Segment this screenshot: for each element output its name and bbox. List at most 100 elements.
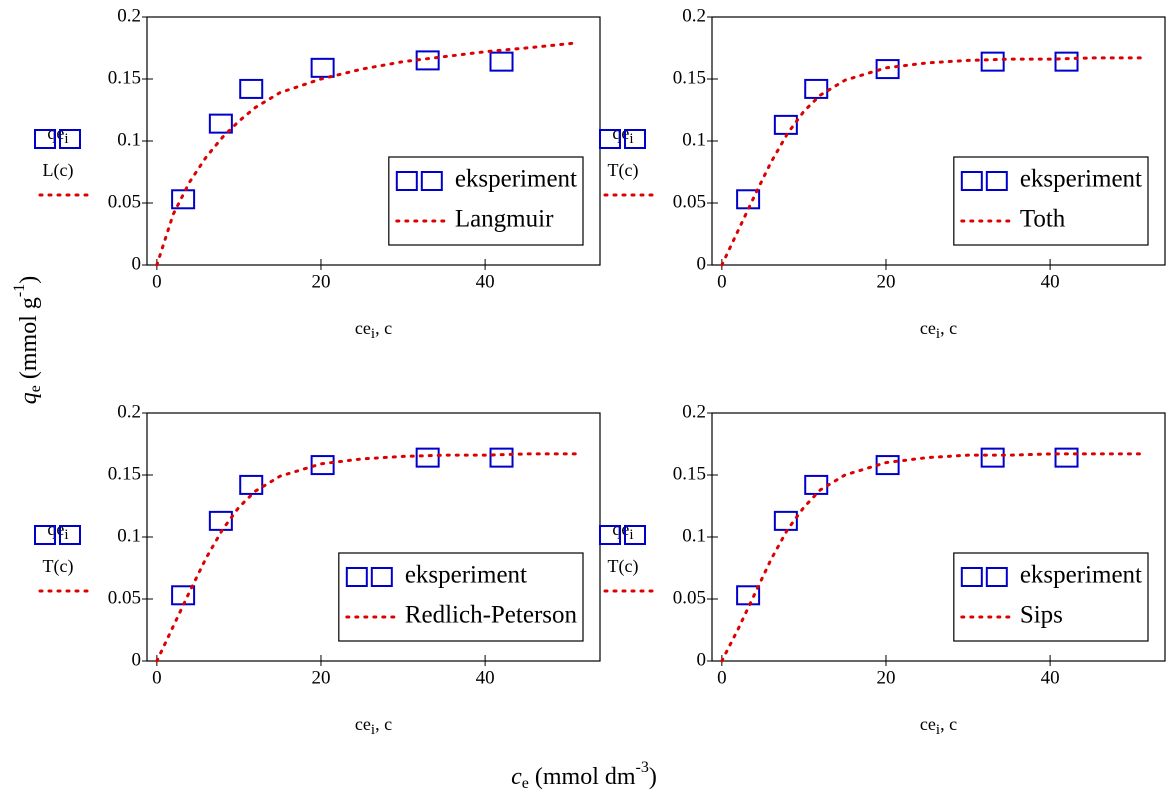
y-tick-label: 0.05 (673, 587, 706, 608)
label-marker (34, 525, 56, 545)
label-sub: i (629, 131, 633, 147)
data-point (171, 189, 196, 210)
x-tick-label: 0 (152, 667, 162, 688)
x-tick-label: 20 (876, 271, 895, 292)
x-axis-label: cei, c (355, 318, 392, 342)
subscript: e (522, 775, 529, 792)
y-tick-label: 0.2 (117, 401, 141, 422)
label-marker (59, 525, 81, 545)
data-point (208, 510, 233, 531)
x-tick-label: 0 (717, 667, 727, 688)
y-tick-label: 0.1 (117, 129, 141, 150)
data-point (489, 447, 514, 468)
label-sub: i (936, 722, 940, 738)
label-main: ce (920, 318, 936, 338)
data-point (489, 51, 514, 72)
data-point (773, 114, 798, 135)
y-tick-label: 0.15 (108, 67, 141, 88)
y-axis-label: qei (612, 123, 633, 147)
label-sub: i (371, 722, 375, 738)
label-main: ce (355, 318, 371, 338)
x-axis-title: ce (mmol dm-3) (511, 759, 657, 792)
x-axis-label: cei, c (920, 714, 957, 738)
y-axis-label: T(c) (43, 556, 74, 577)
fit-curve (155, 452, 577, 663)
x-tick-label: 0 (152, 271, 162, 292)
x-tick-label: 40 (1041, 271, 1060, 292)
y-tick-label: 0 (697, 253, 707, 274)
fit-curve (720, 56, 1142, 267)
legend: eksperiment Sips (953, 552, 1149, 642)
x-tick-label: 0 (717, 271, 727, 292)
legend-label: eksperiment (1020, 562, 1142, 589)
legend-marker (395, 171, 418, 191)
y-tick-label: 0.05 (108, 191, 141, 212)
superscript: -3 (636, 759, 649, 776)
legend: eksperiment Langmuir (388, 156, 584, 246)
legend-label: eksperiment (405, 562, 527, 589)
legend-marker (345, 567, 368, 587)
label-marker (599, 525, 621, 545)
legend-marker (370, 567, 393, 587)
close: ) (16, 276, 42, 284)
subscript: e (27, 385, 44, 392)
label-rest: , c (375, 318, 392, 338)
label-sub: i (64, 131, 68, 147)
y-tick-label: 0 (132, 253, 142, 274)
legend: eksperiment Toth (953, 156, 1149, 246)
fit-curve (155, 41, 577, 267)
x-tick-label: 20 (311, 667, 330, 688)
y-tick-label: 0.15 (108, 463, 141, 484)
legend-marker (985, 567, 1008, 587)
data-point (773, 510, 798, 531)
data-point (239, 474, 264, 495)
x-tick-label: 20 (876, 667, 895, 688)
legend-marker (985, 171, 1008, 191)
data-point (208, 113, 233, 134)
legend-label: Sips (1020, 602, 1063, 629)
label-sub: i (64, 527, 68, 543)
label-marker (624, 129, 646, 149)
unit: (mmol g (16, 297, 42, 385)
superscript: -1 (11, 284, 28, 297)
data-point (1054, 447, 1079, 468)
symbol: c (511, 764, 522, 790)
data-point (736, 585, 761, 606)
data-point (1054, 51, 1079, 72)
data-point (310, 57, 335, 78)
x-tick-label: 40 (476, 271, 495, 292)
label-marker (34, 129, 56, 149)
y-axis-label: qei (47, 123, 68, 147)
label-rest: , c (940, 714, 957, 734)
data-point (804, 78, 829, 99)
y-axis-label: T(c) (608, 556, 639, 577)
x-tick-label: 40 (476, 667, 495, 688)
label-rest: , c (940, 318, 957, 338)
unit: (mmol dm (529, 764, 636, 790)
legend-marker (960, 171, 983, 191)
label-sub: i (371, 326, 375, 342)
y-tick-label: 0.1 (117, 525, 141, 546)
data-point (804, 474, 829, 495)
y-tick-label: 0.1 (682, 525, 706, 546)
legend-label: eksperiment (1020, 166, 1142, 193)
legend-label: Redlich-Peterson (405, 602, 578, 629)
data-point (415, 447, 440, 468)
symbol: q (16, 392, 42, 404)
y-tick-label: 0.05 (673, 191, 706, 212)
y-axis-title: qe (mmol g-1) (11, 276, 44, 404)
y-tick-label: 0.2 (682, 401, 706, 422)
y-tick-label: 0 (132, 649, 142, 670)
legend: eksperiment Redlich-Peterson (338, 552, 584, 642)
label-marker (624, 525, 646, 545)
data-point (239, 78, 264, 99)
legend-label: Langmuir (455, 206, 554, 233)
y-tick-label: 0.15 (673, 463, 706, 484)
y-tick-label: 0 (697, 649, 707, 670)
close: ) (649, 764, 657, 790)
legend-label: eksperiment (455, 166, 577, 193)
